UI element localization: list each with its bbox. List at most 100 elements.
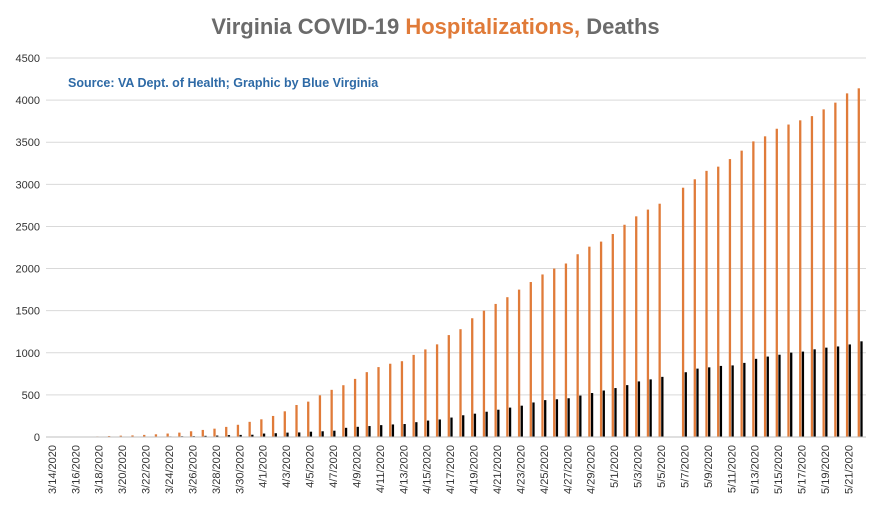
- x-tick-label: 3/18/2020: [94, 445, 106, 494]
- hospitalizations-bar: [611, 234, 614, 437]
- deaths-bar: [731, 365, 734, 437]
- deaths-bar: [262, 433, 266, 437]
- hospitalizations-bar: [693, 179, 696, 437]
- x-tick-label: 4/9/2020: [351, 445, 363, 488]
- hospitalizations-bar: [506, 297, 509, 437]
- source-note: Source: VA Dept. of Health; Graphic by B…: [68, 76, 379, 90]
- deaths-bar: [391, 424, 395, 437]
- hospitalizations-bar: [775, 128, 778, 437]
- x-tick-label: 5/5/2020: [656, 445, 668, 488]
- hospitalizations-bar: [482, 310, 486, 437]
- hospitalizations-bar: [529, 282, 532, 437]
- hospitalizations-bar: [459, 329, 462, 437]
- deaths-bar: [637, 381, 641, 437]
- hospitalizations-bar: [799, 120, 802, 437]
- hospitalizations-bar: [412, 354, 415, 437]
- deaths-bar: [790, 352, 793, 437]
- x-tick-label: 4/7/2020: [328, 445, 340, 488]
- hospitalizations-bar: [810, 116, 814, 437]
- hospitalizations-bar: [553, 268, 556, 437]
- x-tick-label: 4/5/2020: [305, 445, 317, 488]
- deaths-bar: [204, 435, 207, 437]
- x-tick-label: 3/16/2020: [70, 445, 82, 494]
- deaths-bar: [813, 349, 816, 437]
- deaths-bar: [450, 417, 453, 437]
- deaths-bar: [298, 432, 301, 437]
- hospitalizations-bar: [857, 88, 860, 437]
- y-tick-label: 4000: [16, 95, 40, 107]
- hospitalizations-bar: [166, 433, 169, 437]
- hospitalizations-bar: [447, 335, 450, 437]
- hospitalizations-bar: [435, 344, 439, 437]
- x-tick-label: 5/11/2020: [726, 445, 738, 493]
- x-tick-label: 5/21/2020: [843, 445, 855, 494]
- hospitalizations-bar: [728, 159, 732, 438]
- deaths-bar: [766, 356, 769, 437]
- hospitalizations-bar: [225, 426, 228, 437]
- x-tick-label: 4/1/2020: [258, 445, 270, 488]
- hospitalizations-bar: [365, 372, 368, 437]
- deaths-bar: [661, 376, 664, 437]
- x-tick-label: 4/15/2020: [422, 445, 434, 494]
- hospitalizations-bar: [705, 170, 708, 437]
- deaths-bar: [696, 368, 699, 437]
- deaths-bar: [309, 431, 313, 437]
- hospitalizations-bar: [131, 435, 134, 437]
- hospitalizations-bar: [248, 421, 251, 437]
- hospitalizations-bar: [517, 289, 521, 437]
- x-tick-label: 5/1/2020: [609, 445, 621, 488]
- deaths-bar: [590, 393, 594, 437]
- hospitalizations-bar: [635, 216, 638, 437]
- deaths-bar: [462, 415, 465, 437]
- deaths-bar: [626, 385, 629, 437]
- deaths-bar: [368, 426, 371, 437]
- x-tick-label: 5/7/2020: [679, 445, 691, 488]
- deaths-bar: [860, 341, 863, 437]
- hospitalizations-bar: [834, 102, 837, 437]
- deaths-bar: [415, 422, 418, 437]
- deaths-bar: [356, 426, 359, 437]
- chart-title: Virginia COVID-19 Hospitalizations, Deat…: [0, 14, 871, 40]
- hospitalizations-bar: [389, 363, 392, 437]
- hospitalizations-bar: [353, 378, 357, 437]
- deaths-bar: [684, 372, 687, 437]
- x-tick-label: 5/9/2020: [703, 445, 715, 488]
- deaths-bar: [602, 390, 605, 437]
- x-tick-label: 4/23/2020: [515, 445, 527, 494]
- hospitalizations-bar: [201, 429, 204, 437]
- y-tick-label: 3000: [16, 179, 40, 191]
- hospitalizations-bar: [295, 404, 298, 437]
- hospitalizations-bar: [494, 303, 497, 437]
- hospitalizations-bar: [283, 411, 286, 437]
- hospitalizations-bar: [822, 109, 825, 438]
- x-tick-label: 4/29/2020: [586, 445, 598, 494]
- y-tick-label: 2000: [16, 264, 40, 276]
- x-tick-label: 3/14/2020: [47, 445, 59, 494]
- x-tick-label: 5/17/2020: [797, 445, 809, 494]
- deaths-bar: [743, 362, 746, 437]
- hospitalizations-bar: [307, 401, 310, 437]
- x-axis: 3/14/2020 3/16/2020 3/18/2020 3/20/2020 3/22…: [47, 445, 856, 494]
- deaths-bar: [403, 424, 406, 437]
- hospitalizations-bar: [154, 434, 158, 437]
- x-tick-label: 4/25/2020: [539, 445, 551, 494]
- hospitalizations-bar: [330, 389, 333, 437]
- deaths-bar: [216, 435, 219, 437]
- gridlines: [46, 57, 866, 396]
- x-tick-label: 5/19/2020: [820, 445, 832, 494]
- title-part-virginia: Virginia COVID-19: [211, 14, 406, 39]
- deaths-bar: [532, 402, 535, 437]
- deaths-bar: [485, 411, 488, 437]
- y-axis: 0 500 1000 1500 2000 2500 3000 3500 4000 4500: [16, 53, 40, 444]
- hospitalizations-bar: [588, 246, 591, 437]
- deaths-bar: [380, 425, 383, 437]
- x-tick-label: 4/13/2020: [398, 445, 410, 494]
- x-tick-label: 4/17/2020: [445, 445, 457, 494]
- deaths-bar: [567, 398, 570, 437]
- hospitalizations-bar: [236, 424, 240, 437]
- hospitalizations-bar: [471, 318, 474, 437]
- deaths-bar: [333, 430, 336, 437]
- y-tick-label: 1500: [16, 306, 40, 318]
- hospitalizations-bar: [119, 435, 122, 437]
